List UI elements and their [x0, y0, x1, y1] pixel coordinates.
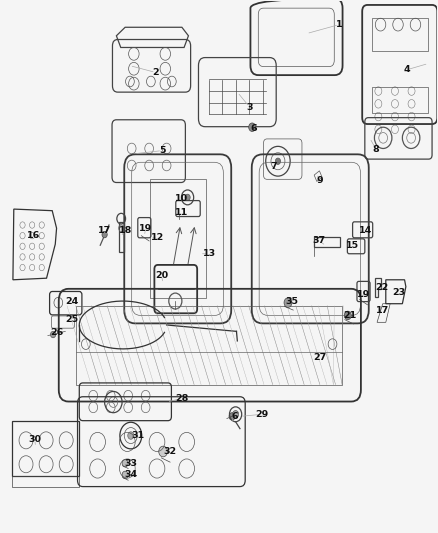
Text: 2: 2 — [152, 68, 159, 77]
Text: 17: 17 — [98, 226, 111, 235]
Text: 8: 8 — [373, 145, 380, 154]
Text: 28: 28 — [175, 394, 189, 403]
Text: 13: 13 — [203, 249, 216, 259]
Text: 19: 19 — [139, 224, 152, 233]
Circle shape — [344, 311, 351, 320]
Text: 7: 7 — [270, 162, 277, 171]
Text: 33: 33 — [124, 459, 137, 467]
Text: 3: 3 — [246, 102, 253, 111]
Text: 35: 35 — [286, 296, 299, 305]
Text: 6: 6 — [231, 412, 237, 421]
Circle shape — [102, 231, 107, 238]
Circle shape — [122, 471, 128, 479]
Text: 20: 20 — [155, 271, 168, 279]
Text: 25: 25 — [65, 315, 78, 324]
Text: 11: 11 — [175, 208, 188, 217]
Text: 24: 24 — [65, 296, 78, 305]
Circle shape — [233, 410, 239, 418]
Text: 30: 30 — [28, 435, 41, 444]
Circle shape — [249, 123, 256, 132]
Text: 17: 17 — [376, 305, 389, 314]
Bar — [12, 421, 79, 477]
Text: 22: 22 — [375, 283, 388, 292]
Text: 10: 10 — [175, 194, 188, 203]
Text: 21: 21 — [343, 311, 357, 320]
Text: 9: 9 — [316, 176, 323, 185]
Circle shape — [276, 158, 281, 165]
Bar — [76, 306, 342, 384]
Text: 26: 26 — [50, 328, 63, 337]
Circle shape — [128, 432, 134, 439]
Text: 34: 34 — [124, 471, 138, 479]
Bar — [372, 87, 427, 114]
Text: 19: 19 — [357, 289, 371, 298]
Text: 15: 15 — [346, 241, 359, 250]
Text: 32: 32 — [163, 447, 177, 456]
Bar — [119, 222, 124, 252]
Circle shape — [229, 413, 235, 420]
Circle shape — [50, 332, 56, 338]
Circle shape — [185, 194, 190, 200]
Text: 16: 16 — [27, 231, 40, 240]
Text: 6: 6 — [251, 124, 257, 133]
Circle shape — [284, 298, 292, 308]
Circle shape — [122, 459, 128, 467]
Circle shape — [159, 446, 167, 457]
Bar — [12, 477, 79, 487]
Text: 1: 1 — [336, 20, 343, 29]
Text: 37: 37 — [313, 237, 326, 246]
Text: 27: 27 — [313, 353, 326, 362]
Text: 29: 29 — [255, 410, 268, 419]
Bar — [372, 18, 427, 51]
Text: 18: 18 — [118, 226, 132, 235]
Text: 12: 12 — [151, 233, 165, 242]
Text: 31: 31 — [132, 431, 145, 440]
Text: 14: 14 — [359, 226, 372, 235]
Text: 4: 4 — [403, 66, 410, 74]
Text: 23: 23 — [392, 287, 406, 296]
Bar — [150, 179, 206, 298]
Text: 5: 5 — [159, 146, 166, 155]
Bar — [314, 237, 339, 247]
